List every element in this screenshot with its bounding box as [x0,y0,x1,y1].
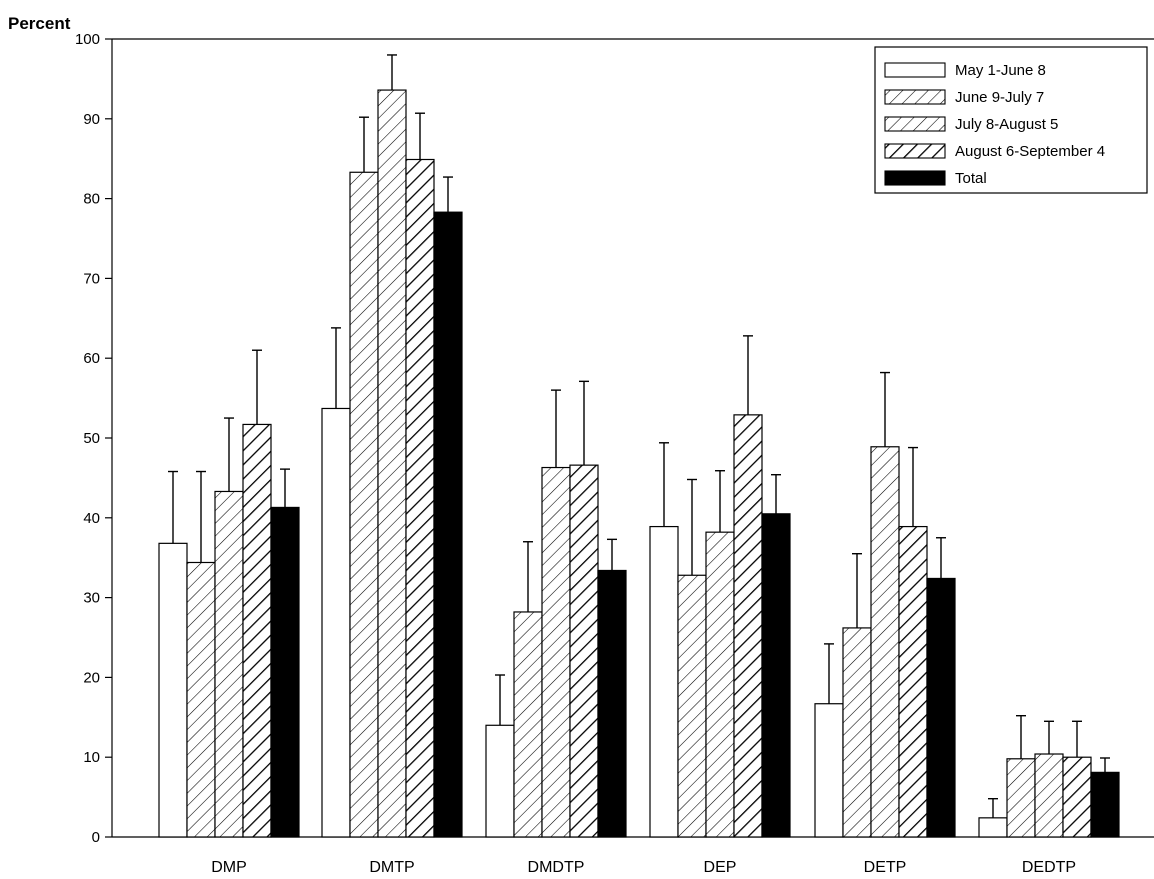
legend-label: July 8-August 5 [955,116,1058,133]
bar [158,542,188,838]
y-tick-label: 100 [75,31,100,48]
bar [978,817,1008,838]
bar [1006,758,1036,838]
legend: May 1-June 8 June 9-July 7 July 8-August 5… [874,46,1148,194]
bar [733,414,763,838]
y-tick-label: 40 [83,510,100,527]
bar [349,171,379,838]
bar [186,561,216,838]
y-tick-label: 90 [83,111,100,128]
bar [1090,771,1120,838]
legend-label: June 9-July 7 [955,89,1044,106]
y-tick-label: 20 [83,669,100,686]
bar [705,531,735,838]
bar [513,611,543,838]
x-tick-label: DMDTP [528,859,585,876]
bar [842,627,872,838]
bar [870,446,900,838]
bar [677,574,707,838]
bar [270,506,300,838]
y-tick-label: 60 [83,350,100,367]
y-tick-label: 80 [83,191,100,208]
legend-swatch [884,89,946,105]
legend-swatch [884,170,946,186]
x-tick-label: DEDTP [1022,859,1076,876]
bar [1062,756,1092,838]
bar [433,211,463,838]
bar [214,490,244,838]
y-tick-label: 0 [92,829,100,846]
bar [405,158,435,838]
bar [926,577,956,838]
y-tick-label: 30 [83,590,100,607]
bar [1034,753,1064,838]
bar [541,466,571,838]
bar [321,407,351,838]
legend-label: May 1-June 8 [955,62,1046,79]
x-tick-label: DMTP [369,859,414,876]
plot-area: 0 10 20 30 40 50 60 70 80 90 100 DMP DMTP DMDTP DEP DET… [75,31,1154,876]
bar [761,513,791,838]
bar [242,423,272,838]
y-tick-label: 10 [83,749,100,766]
y-tick-label: 70 [83,270,100,287]
legend-label: Total [955,170,987,187]
y-axis-label: Percent [8,14,71,33]
x-tick-label: DEP [704,859,737,876]
bar [649,525,679,838]
x-tick-label: DMP [211,859,247,876]
legend-label: August 6-September 4 [955,143,1105,160]
bar [377,89,407,838]
bar [898,525,928,838]
legend-swatch [884,62,946,78]
legend-swatch [884,143,946,159]
x-tick-label: DETP [864,859,907,876]
bar [597,569,627,838]
legend-swatch [884,116,946,132]
y-tick-label: 50 [83,430,100,447]
bar [814,703,844,838]
bar [569,464,599,838]
bar [485,724,515,838]
